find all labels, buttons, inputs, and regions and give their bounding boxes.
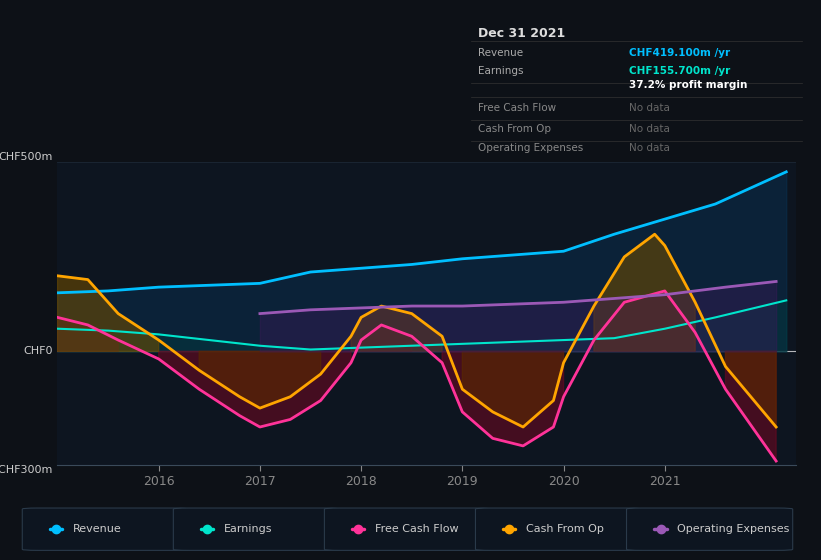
Text: Earnings: Earnings [478, 66, 523, 76]
Text: No data: No data [630, 124, 670, 134]
FancyBboxPatch shape [22, 508, 189, 550]
Text: Dec 31 2021: Dec 31 2021 [478, 27, 565, 40]
Text: Free Cash Flow: Free Cash Flow [478, 102, 556, 113]
Text: Cash From Op: Cash From Op [526, 524, 604, 534]
Text: CHF155.700m /yr: CHF155.700m /yr [630, 66, 731, 76]
Text: No data: No data [630, 102, 670, 113]
Text: Revenue: Revenue [73, 524, 122, 534]
FancyBboxPatch shape [173, 508, 340, 550]
Text: Revenue: Revenue [478, 48, 523, 58]
Text: -CHF300m: -CHF300m [0, 465, 53, 475]
Text: No data: No data [630, 143, 670, 153]
Text: CHF419.100m /yr: CHF419.100m /yr [630, 48, 731, 58]
FancyBboxPatch shape [324, 508, 491, 550]
Text: Earnings: Earnings [224, 524, 273, 534]
FancyBboxPatch shape [475, 508, 642, 550]
Text: CHF500m: CHF500m [0, 152, 53, 162]
Text: Operating Expenses: Operating Expenses [677, 524, 790, 534]
FancyBboxPatch shape [626, 508, 793, 550]
Text: Operating Expenses: Operating Expenses [478, 143, 583, 153]
Text: 37.2% profit margin: 37.2% profit margin [630, 80, 748, 90]
Text: Free Cash Flow: Free Cash Flow [375, 524, 459, 534]
Text: CHF0: CHF0 [23, 347, 53, 356]
Text: Cash From Op: Cash From Op [478, 124, 551, 134]
